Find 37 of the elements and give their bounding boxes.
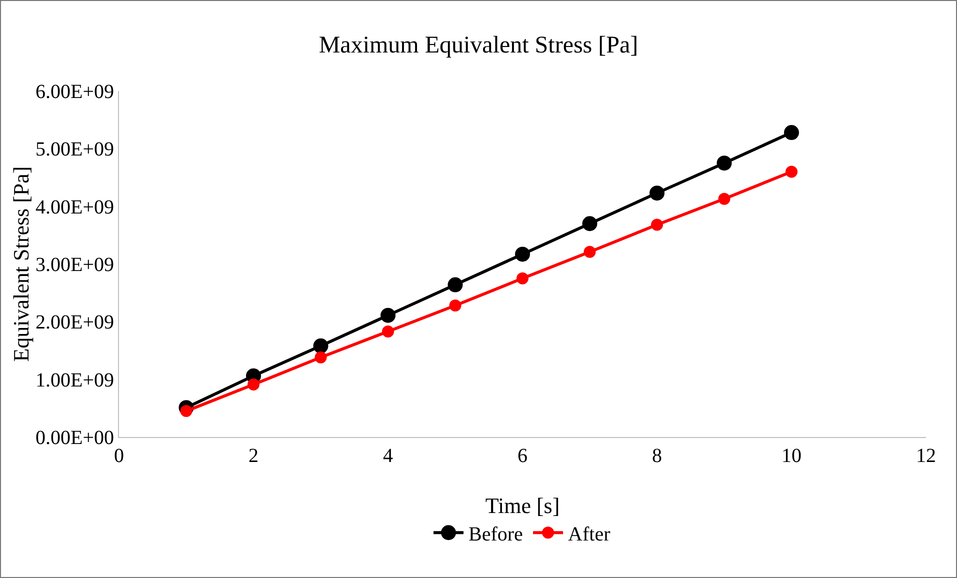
legend-label: Before xyxy=(468,523,524,546)
x-tick-label: 8 xyxy=(652,445,662,467)
x-axis-title: Time [s] xyxy=(485,493,560,518)
point xyxy=(784,125,799,140)
point xyxy=(515,246,530,262)
y-tick-label: 5.00E+09 xyxy=(36,138,114,161)
y-axis-title: Equivalent Stress [Pa] xyxy=(8,166,34,362)
point xyxy=(180,405,192,418)
point xyxy=(786,166,798,178)
y-tick-label: 6.00E+09 xyxy=(36,81,114,103)
point xyxy=(382,325,394,338)
y-tick-label: 3.00E+09 xyxy=(36,254,114,276)
y-tick-label: 2.00E+09 xyxy=(36,312,114,334)
point xyxy=(516,272,528,284)
point xyxy=(716,156,732,171)
y-tick-label: 1.00E+09 xyxy=(36,369,114,392)
chart-title: Maximum Equivalent Stress [Pa] xyxy=(318,32,638,58)
x-tick-label: 6 xyxy=(518,445,528,467)
point xyxy=(380,308,396,323)
point xyxy=(248,378,260,391)
point xyxy=(650,186,664,201)
point xyxy=(449,300,462,312)
x-tick-label: 12 xyxy=(916,445,936,467)
y-tick-label: 0.00E+00 xyxy=(36,427,114,449)
x-tick-label: 2 xyxy=(248,445,258,467)
point xyxy=(313,338,328,354)
point xyxy=(651,218,663,231)
x-tick-label: 0 xyxy=(114,445,124,467)
point xyxy=(314,351,327,364)
point xyxy=(448,277,463,292)
x-tick-label: 10 xyxy=(782,445,802,467)
point xyxy=(584,246,596,258)
point xyxy=(582,216,598,232)
legend-label: After xyxy=(568,523,611,546)
y-tick-label: 4.00E+09 xyxy=(36,196,114,218)
point xyxy=(718,192,730,205)
x-tick-label: 4 xyxy=(383,445,393,467)
